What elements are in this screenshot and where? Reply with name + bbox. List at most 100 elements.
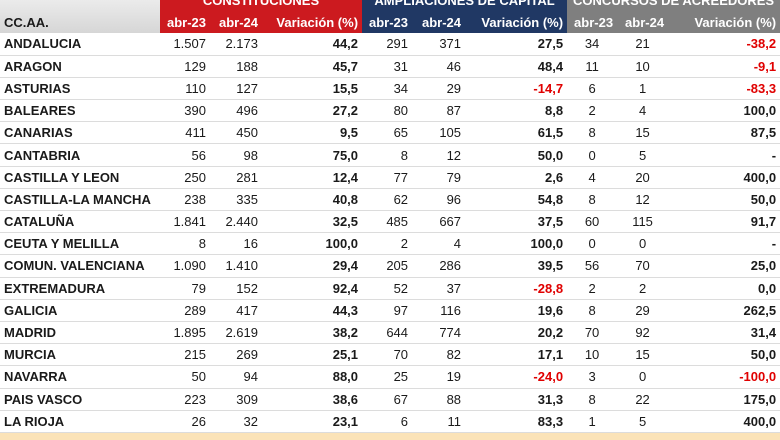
- cell-value: 75,0: [262, 143, 363, 167]
- cell-value: 152: [210, 277, 262, 300]
- table-row: MADRID 1.895 2.619 38,2 644 774 20,2 70 92 31,4: [0, 321, 780, 345]
- cell-value: 3: [567, 365, 618, 389]
- cell-value: 91,7: [668, 210, 780, 234]
- column-header: abr-24: [210, 11, 262, 33]
- cell-value: 485: [362, 210, 413, 234]
- cell-value: 83,3: [465, 410, 568, 433]
- table-row: LA RIOJA 26 32 23,1 6 11 83,3 1 5 400,0: [0, 410, 780, 433]
- cell-value: 8,8: [465, 99, 568, 123]
- cell-value: 0: [617, 365, 669, 389]
- column-header: abr-24: [617, 11, 669, 33]
- cell-value: 110: [160, 77, 210, 101]
- cell-value: 11: [567, 55, 618, 78]
- table-row: CASTILLA Y LEON 250 281 12,4 77 79 2,6 4 20 400,0: [0, 166, 780, 189]
- region-name: CATALUÑA: [0, 210, 160, 234]
- cell-value: 100,0: [262, 232, 363, 256]
- table-row: COMUN. VALENCIANA 1.090 1.410 29,4 205 286 39,…: [0, 254, 780, 278]
- region-name: CANARIAS: [0, 121, 160, 145]
- cell-value: 88,0: [262, 365, 363, 389]
- cell-value: 70: [617, 254, 669, 278]
- column-header: Variación (%): [262, 11, 363, 33]
- cell-value: 390: [160, 99, 210, 123]
- cell-value: -28,8: [465, 277, 568, 300]
- cell-value: 29,4: [262, 254, 363, 278]
- region-name: ASTURIAS: [0, 77, 160, 101]
- table-row: CATALUÑA 1.841 2.440 32,5 485 667 37,5 60 115 91,…: [0, 210, 780, 234]
- cell-value: 31,4: [668, 321, 780, 345]
- region-name: NAVARRA: [0, 365, 160, 389]
- group-header: CONCURSOS DE ACREEDORES: [567, 0, 780, 11]
- cell-value: 20,2: [465, 321, 568, 345]
- cell-value: 4: [567, 166, 618, 189]
- cell-value: 70: [362, 343, 413, 367]
- cell-value: 205: [362, 254, 413, 278]
- cell-value: 40,8: [262, 188, 363, 212]
- cell-value: 12,4: [262, 166, 363, 189]
- cell-value: 8: [567, 121, 618, 145]
- cell-value: 79: [160, 277, 210, 300]
- cell-value: 79: [412, 166, 466, 189]
- region-name: CEUTA Y MELILLA: [0, 232, 160, 256]
- cell-value: -: [668, 143, 780, 167]
- cell-value: 25,1: [262, 343, 363, 367]
- cell-value: 21: [617, 33, 669, 56]
- cell-value: 0: [567, 232, 618, 256]
- cell-value: 115: [617, 210, 669, 234]
- column-header: Variación (%): [465, 11, 568, 33]
- region-name: ARAGON: [0, 55, 160, 78]
- cell-value: 12: [617, 188, 669, 212]
- cell-value: 22: [617, 388, 669, 411]
- cell-value: 8: [362, 143, 413, 167]
- cell-value: 16: [210, 232, 262, 256]
- cell-value: 27,2: [262, 99, 363, 123]
- cell-value: -38,2: [668, 33, 780, 56]
- cell-value: 56: [567, 254, 618, 278]
- cell-value: 38,2: [262, 321, 363, 345]
- column-header: abr-24: [412, 11, 466, 33]
- region-name: MURCIA: [0, 343, 160, 367]
- region-name: EXTREMADURA: [0, 277, 160, 300]
- region-name: COMUN. VALENCIANA: [0, 254, 160, 278]
- cell-value: 4: [617, 99, 669, 123]
- cell-value: 8: [160, 232, 210, 256]
- column-header: abr-23: [362, 11, 413, 33]
- table-row: ANDALUCIA 1.507 2.173 44,2 291 371 27,5 34 21 -38…: [0, 33, 780, 56]
- cell-value: 65: [362, 121, 413, 145]
- cell-value: 400,0: [668, 166, 780, 189]
- cell-value: 2: [362, 232, 413, 256]
- cell-value: 400,0: [668, 410, 780, 433]
- cell-value: 15: [617, 121, 669, 145]
- cell-value: 4: [412, 232, 466, 256]
- cell-value: -100,0: [668, 365, 780, 389]
- table-row: MURCIA 215 269 25,1 70 82 17,1 10 15 50,0: [0, 343, 780, 367]
- cell-value: 87: [412, 99, 466, 123]
- cell-value: 644: [362, 321, 413, 345]
- cell-value: 54,8: [465, 188, 568, 212]
- table-row: CANARIAS 411 450 9,5 65 105 61,5 8 15 87,5: [0, 121, 780, 145]
- table-row: PAIS VASCO 223 309 38,6 67 88 31,3 8 22 175,0: [0, 388, 780, 411]
- cell-value: 215: [160, 343, 210, 367]
- cell-value: 19,6: [465, 299, 568, 322]
- cell-value: 2: [617, 277, 669, 300]
- cell-value: 50: [160, 365, 210, 389]
- cell-value: 25: [362, 365, 413, 389]
- cell-value: 2.440: [210, 210, 262, 234]
- column-header: abr-23: [160, 11, 210, 33]
- cell-value: 97: [362, 299, 413, 322]
- cell-value: -24,0: [465, 365, 568, 389]
- cell-value: 667: [412, 210, 466, 234]
- cell-value: 61,5: [465, 121, 568, 145]
- cell-value: 100,0: [465, 232, 568, 256]
- cell-value: 1.841: [160, 210, 210, 234]
- cell-value: 15,5: [262, 77, 363, 101]
- cell-value: 2.173: [210, 33, 262, 56]
- cell-value: 29: [617, 299, 669, 322]
- cell-value: 2: [567, 99, 618, 123]
- cell-value: 34: [567, 33, 618, 56]
- cell-value: 37: [412, 277, 466, 300]
- cell-value: 0: [567, 143, 618, 167]
- cell-value: 286: [412, 254, 466, 278]
- cell-value: 96: [412, 188, 466, 212]
- cell-value: 67: [362, 388, 413, 411]
- cell-value: 38,6: [262, 388, 363, 411]
